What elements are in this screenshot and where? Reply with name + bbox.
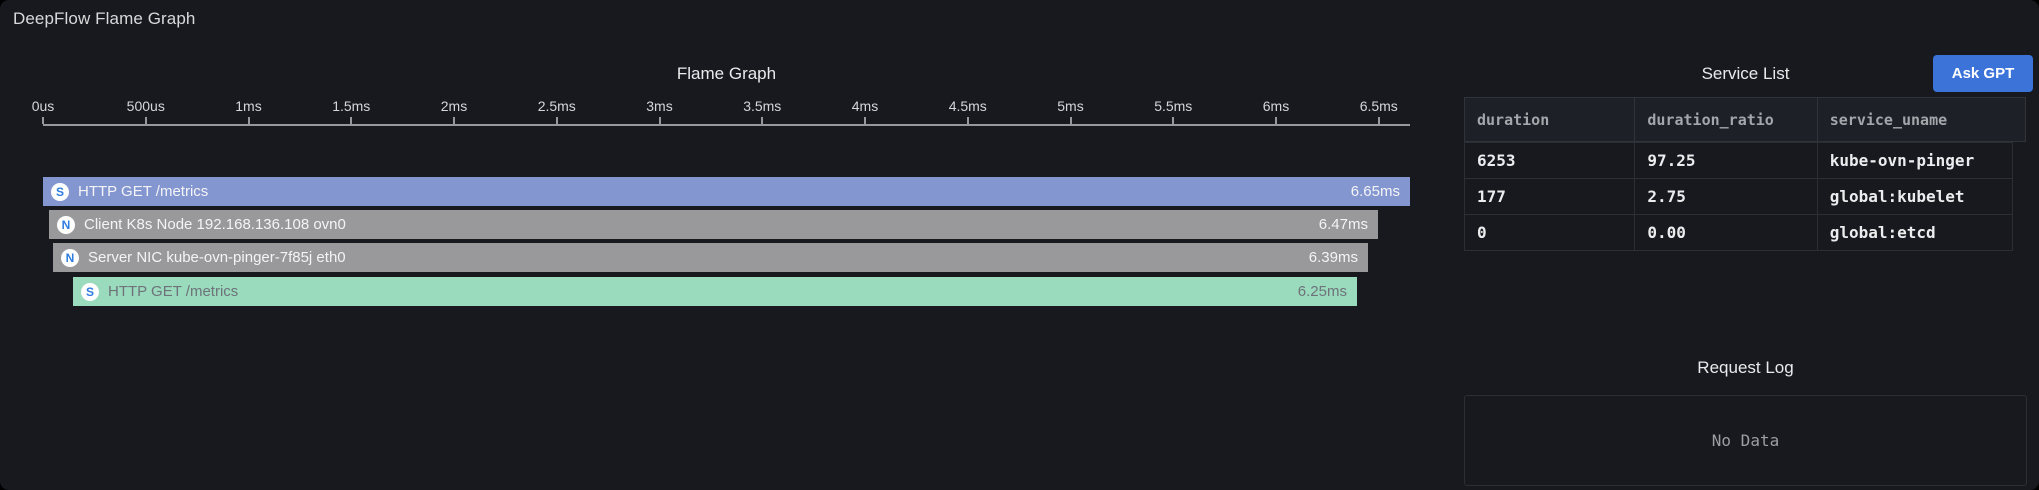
cell-service-uname: kube-ovn-pinger [1829,151,1975,170]
request-log-empty-panel: No Data [1464,395,2027,486]
cell-duration: 0 [1465,215,1636,250]
table-row-global-kubelet[interactable]: 177 2.75 global:kubelet [1464,178,2013,214]
system-span-icon: S [51,182,69,201]
cell-service-uname: global:kubelet [1829,187,1965,206]
cell-duration-ratio: 97.25 [1635,143,1818,178]
flame-bar-http-get-root[interactable]: S HTTP GET /metrics 6.65ms [43,177,1410,206]
flame-bar-label: HTTP GET /metrics [78,183,209,200]
time-axis: 0us 500us 1ms 1.5ms 2ms 2.5ms 3ms 3.5ms 4ms 4.5ms… [32,98,1410,128]
flame-bar-label: Server NIC kube-ovn-pinger-7f85j eth0 [88,249,346,266]
service-list-body: 6253 97.25 kube-ovn-pinger 177 2.75 glob… [1464,142,2013,251]
flame-bar-label: HTTP GET /metrics [108,283,239,300]
column-header-duration: duration [1465,98,1636,141]
table-row-kube-ovn-pinger[interactable]: 6253 97.25 kube-ovn-pinger [1464,142,2013,178]
time-axis-line [43,124,1410,126]
flame-bar-http-get-server[interactable]: S HTTP GET /metrics 6.25ms [73,277,1357,306]
cell-duration-ratio: 0.00 [1635,215,1818,250]
flame-bar-label: Client K8s Node 192.168.136.108 ovn0 [84,216,346,233]
flame-bar-duration: 6.47ms [1318,216,1368,233]
flame-bar-duration: 6.39ms [1308,249,1358,266]
network-span-icon: N [57,215,75,234]
flame-bar-server-nic[interactable]: N Server NIC kube-ovn-pinger-7f85j eth0 … [53,243,1368,272]
column-header-service-uname: service_uname [1829,110,1948,129]
cell-duration: 177 [1465,179,1636,214]
cell-duration-ratio: 2.75 [1635,179,1818,214]
flame-bar-duration: 6.25ms [1297,283,1347,300]
flame-bar-duration: 6.65ms [1350,183,1400,200]
network-span-icon: N [61,248,79,267]
system-span-icon: S [81,282,99,301]
ask-gpt-button[interactable]: Ask GPT [1933,55,2033,92]
flame-graph-title: Flame Graph [676,64,777,83]
no-data-text: No Data [1711,431,1780,450]
flame-bar-client-node[interactable]: N Client K8s Node 192.168.136.108 ovn0 6… [49,210,1378,239]
request-log-title: Request Log [1697,358,1794,377]
service-list-title: Service List [1701,64,1790,83]
service-list-table: duration duration_ratio service_uname 62… [1464,97,2026,251]
service-list-header-row: duration duration_ratio service_uname [1464,97,2026,142]
panel-title: DeepFlow Flame Graph [13,9,196,28]
cell-service-uname: global:etcd [1829,223,1936,242]
table-row-global-etcd[interactable]: 0 0.00 global:etcd [1464,214,2013,250]
column-header-duration-ratio: duration_ratio [1635,98,1818,141]
cell-duration: 6253 [1465,143,1636,178]
